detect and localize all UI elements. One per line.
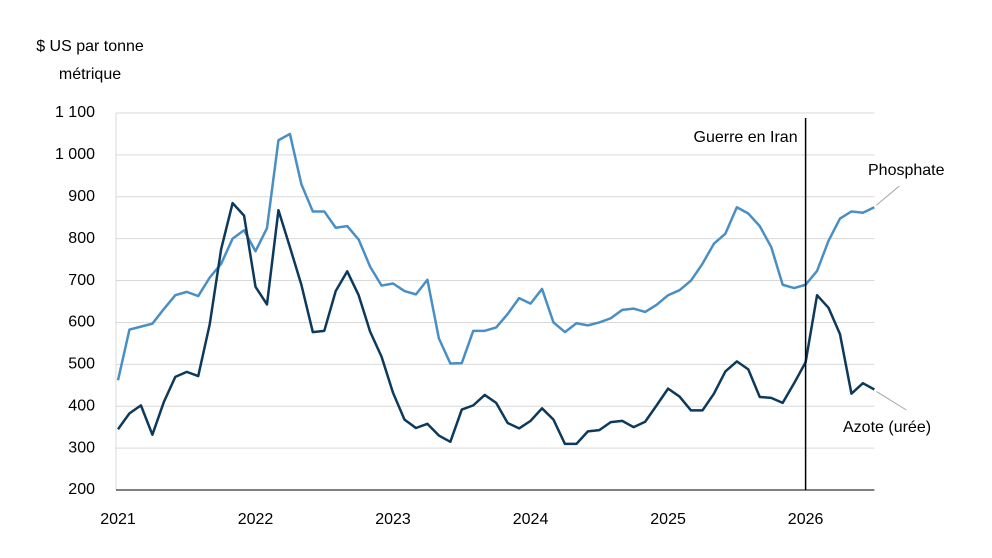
y-tick-label: 300 [68, 439, 95, 456]
y-axis-label: métrique [59, 66, 121, 83]
label-leader [876, 185, 900, 206]
y-tick-label: 200 [68, 481, 95, 498]
x-tick-label: 2025 [650, 511, 686, 528]
event-label: Guerre en Iran [694, 129, 798, 146]
x-tick-label: 2026 [788, 511, 824, 528]
series-label: Phosphate [868, 162, 945, 179]
x-tick-label: 2024 [513, 511, 549, 528]
y-tick-label: 700 [68, 272, 95, 289]
series-line [116, 132, 875, 381]
x-tick-label: 2021 [100, 511, 136, 528]
label-leader [876, 391, 907, 411]
series-line [116, 201, 875, 446]
y-tick-label: 900 [68, 188, 95, 205]
x-tick-label: 2023 [375, 511, 411, 528]
series-label: Azote (urée) [843, 419, 931, 436]
y-tick-label: 800 [68, 230, 95, 247]
y-tick-label: 500 [68, 356, 95, 373]
y-tick-label: 1 100 [55, 104, 95, 121]
y-tick-label: 1 000 [55, 146, 95, 163]
x-tick-label: 2022 [238, 511, 274, 528]
y-tick-label: 600 [68, 314, 95, 331]
y-tick-label: 400 [68, 397, 95, 414]
y-axis-label: $ US par tonne [36, 38, 144, 55]
